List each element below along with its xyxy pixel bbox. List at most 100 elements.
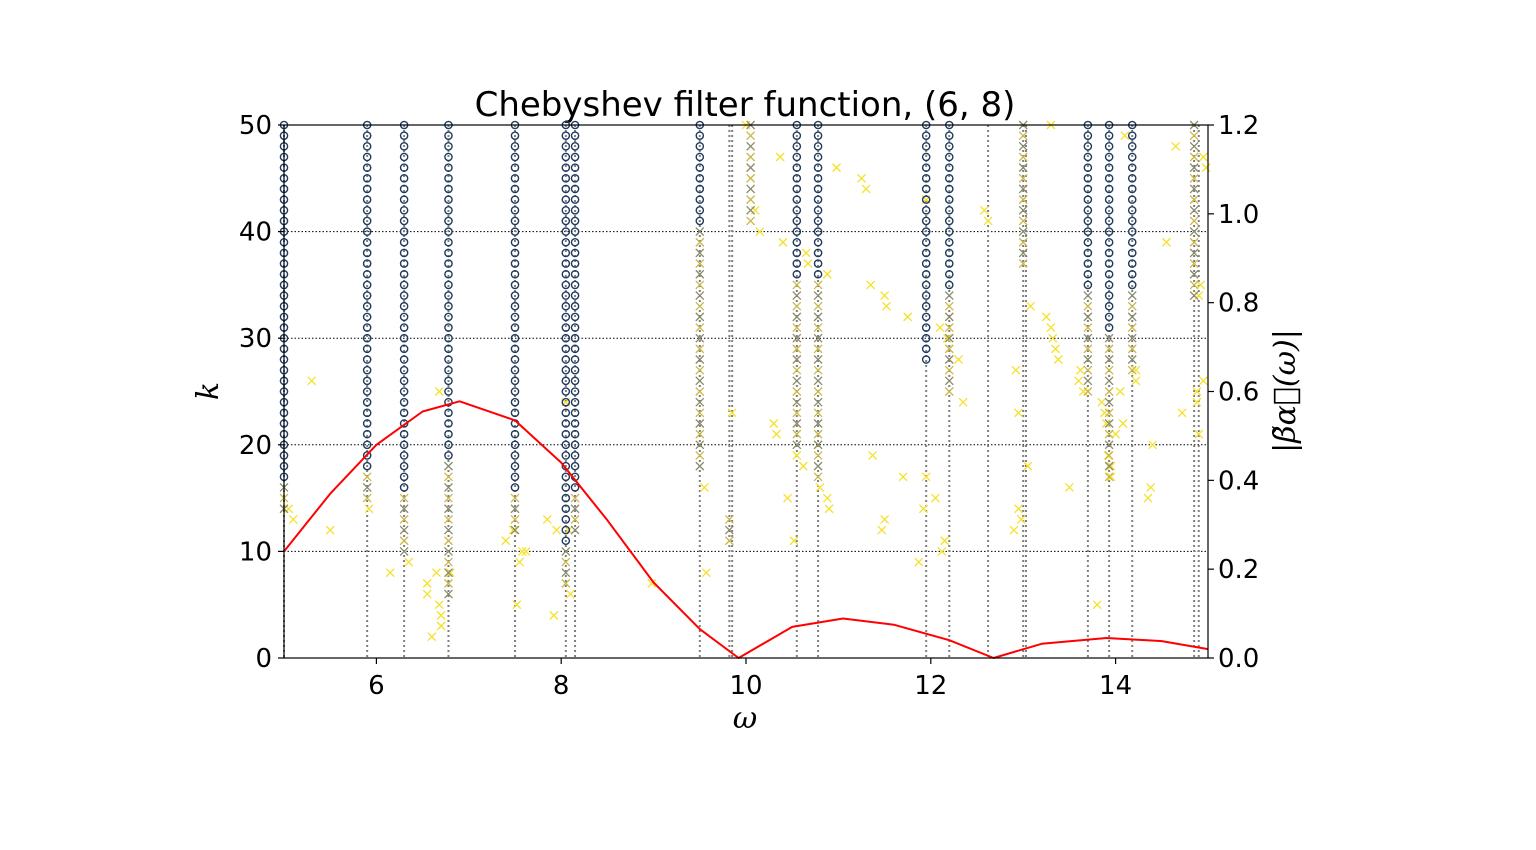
transition-cross [1083, 312, 1093, 322]
converged-circle [444, 301, 453, 311]
transition-cross [1127, 312, 1137, 322]
unconverged-cross [750, 205, 760, 215]
converged-circle [561, 184, 571, 194]
converged-circle [1083, 259, 1093, 268]
unconverged-cross [432, 568, 441, 578]
converged-circle [561, 312, 571, 322]
converged-circle [399, 152, 409, 162]
transition-cross [695, 429, 705, 439]
transition-cross [792, 408, 802, 418]
unconverged-cross [778, 237, 788, 247]
y-tick-label: 50 [239, 111, 272, 141]
converged-circle [570, 397, 580, 407]
x-tick-label: 12 [914, 671, 947, 701]
transition-cross [570, 504, 580, 514]
converged-circle [561, 536, 571, 546]
converged-circle [362, 216, 372, 226]
unconverged-cross [880, 291, 890, 301]
converged-circle [792, 173, 802, 183]
unconverged-cross [857, 173, 866, 183]
y-tick-label: 30 [239, 324, 272, 354]
converged-circle [695, 195, 705, 204]
converged-circle [570, 429, 580, 439]
transition-cross [1018, 131, 1028, 141]
converged-circle [1104, 291, 1114, 300]
converged-circle [792, 237, 802, 247]
transition-cross [746, 131, 756, 141]
unconverged-cross [866, 280, 876, 290]
converged-circle [510, 429, 520, 439]
converged-circle [813, 259, 823, 268]
converged-circle [444, 376, 453, 386]
converged-circle [362, 408, 372, 418]
converged-circle [570, 333, 580, 343]
converged-circle [1127, 259, 1137, 268]
converged-circle [510, 376, 520, 386]
converged-circle [561, 525, 571, 535]
converged-circle [399, 355, 409, 364]
transition-cross [1104, 461, 1114, 471]
converged-circle [510, 152, 520, 162]
converged-circle [444, 429, 453, 439]
converged-circle [792, 142, 802, 151]
transition-cross [362, 482, 372, 492]
converged-circle [510, 387, 520, 396]
transition-cross [1104, 419, 1114, 428]
converged-circle [510, 248, 520, 258]
converged-circle [1127, 131, 1137, 140]
converged-circle [944, 152, 954, 162]
converged-circle [1083, 184, 1093, 194]
converged-circle [399, 429, 409, 439]
converged-circle [510, 344, 520, 354]
converged-circle [570, 483, 580, 492]
axes-frame [283, 124, 1209, 659]
transition-cross [444, 589, 453, 599]
unconverged-cross [921, 472, 931, 482]
x-tick-label: 6 [368, 671, 385, 701]
transition-cross [695, 269, 705, 279]
y-right-tick-label: 0.4 [1218, 466, 1259, 496]
converged-circle [399, 184, 409, 194]
converged-circle [1083, 152, 1093, 162]
converged-circle [444, 344, 453, 354]
y-tick-label: 20 [239, 431, 272, 461]
transition-cross [399, 536, 409, 546]
converged-circle [399, 216, 409, 226]
converged-circle [570, 376, 580, 386]
converged-circle [561, 387, 571, 396]
converged-circle [570, 387, 580, 396]
transition-cross [399, 493, 409, 503]
transition-cross [792, 323, 802, 332]
converged-circle [921, 216, 931, 226]
converged-circle [399, 195, 409, 204]
transition-cross [444, 472, 453, 482]
transition-cross [1018, 163, 1028, 173]
converged-circle [444, 291, 453, 300]
unconverged-cross [1201, 163, 1211, 173]
converged-circle [570, 163, 580, 172]
converged-circle [695, 152, 705, 162]
converged-circle [570, 408, 580, 418]
converged-circle [561, 451, 571, 460]
unconverged-cross [822, 493, 832, 503]
unconverged-cross [727, 408, 737, 418]
converged-circle [510, 291, 520, 300]
converged-circle [444, 205, 453, 215]
converged-circle [921, 152, 931, 162]
unconverged-cross [918, 504, 928, 514]
converged-circle [510, 323, 520, 332]
unconverged-cross [501, 536, 511, 546]
unconverged-cross [1097, 397, 1107, 407]
converged-circle [444, 333, 453, 343]
converged-circle [362, 269, 372, 279]
converged-circle [1127, 269, 1137, 279]
unconverged-cross [288, 514, 298, 524]
transition-cross [813, 365, 823, 375]
converged-circle [921, 142, 931, 151]
transition-cross [695, 461, 705, 471]
converged-circle [1083, 173, 1093, 183]
unconverged-cross [1009, 525, 1019, 535]
converged-circle [444, 440, 453, 450]
converged-circle [570, 142, 580, 151]
converged-circle [944, 142, 954, 151]
